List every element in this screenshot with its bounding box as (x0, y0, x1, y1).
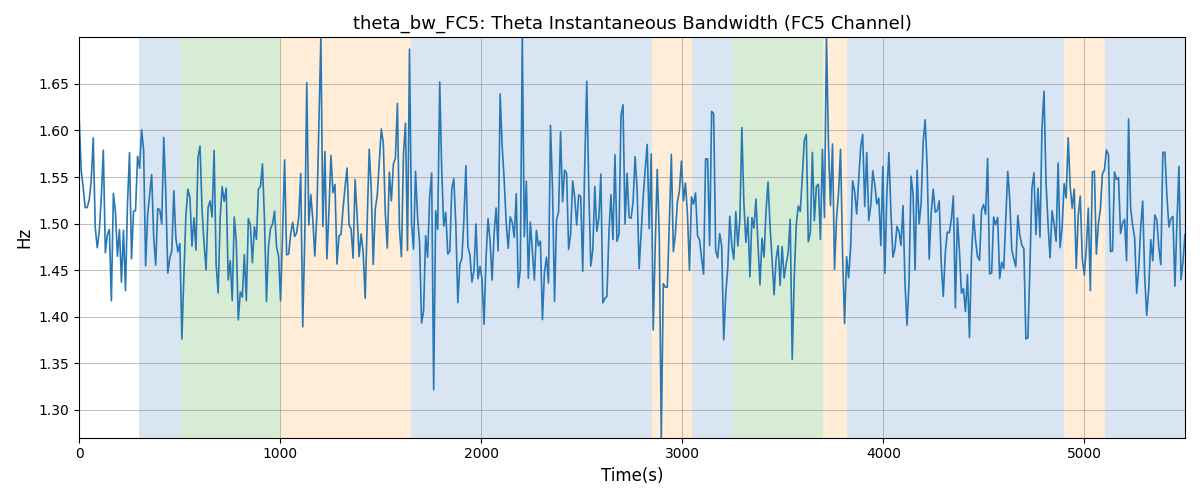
Bar (410, 38, 652, 438)
X-axis label: Time(s): Time(s) (601, 467, 664, 485)
Bar (1064, 38, 1104, 438)
Y-axis label: Hz: Hz (14, 227, 32, 248)
Bar (180, 38, 281, 438)
Bar (1104, 38, 1186, 438)
Bar (733, 38, 823, 438)
Bar (139, 38, 180, 438)
Title: theta_bw_FC5: Theta Instantaneous Bandwidth (FC5 Channel): theta_bw_FC5: Theta Instantaneous Bandwi… (353, 15, 912, 34)
Bar (823, 38, 847, 438)
Bar (847, 38, 1064, 438)
Bar (281, 38, 410, 438)
Bar (692, 38, 733, 438)
Bar (652, 38, 692, 438)
